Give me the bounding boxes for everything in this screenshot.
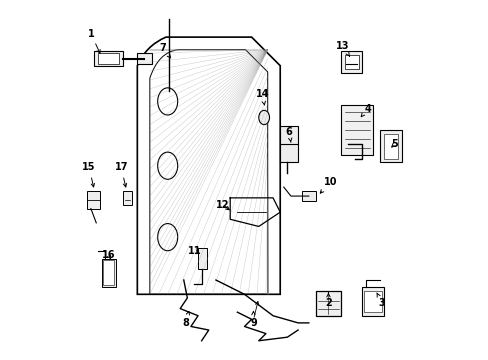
FancyBboxPatch shape [380, 130, 401, 162]
Text: 13: 13 [335, 41, 349, 56]
FancyBboxPatch shape [340, 105, 372, 155]
Text: 4: 4 [361, 104, 370, 117]
FancyBboxPatch shape [98, 53, 119, 64]
Text: 16: 16 [102, 250, 115, 260]
Text: 3: 3 [376, 293, 385, 308]
Ellipse shape [258, 111, 269, 125]
Ellipse shape [157, 152, 177, 179]
FancyBboxPatch shape [315, 291, 340, 316]
Text: 8: 8 [182, 311, 189, 328]
FancyBboxPatch shape [383, 134, 397, 158]
FancyBboxPatch shape [301, 191, 315, 202]
FancyBboxPatch shape [364, 291, 381, 312]
FancyBboxPatch shape [123, 191, 132, 205]
FancyBboxPatch shape [198, 248, 206, 269]
Text: 14: 14 [255, 89, 268, 105]
FancyBboxPatch shape [103, 260, 114, 285]
FancyBboxPatch shape [137, 53, 151, 64]
Text: 2: 2 [325, 293, 331, 308]
Text: 12: 12 [216, 200, 229, 210]
FancyBboxPatch shape [87, 191, 100, 208]
FancyBboxPatch shape [102, 258, 116, 287]
FancyBboxPatch shape [340, 51, 362, 73]
Text: 17: 17 [114, 162, 128, 187]
Text: 6: 6 [285, 127, 292, 142]
Text: 1: 1 [87, 28, 100, 53]
Ellipse shape [157, 224, 177, 251]
FancyBboxPatch shape [280, 126, 298, 162]
Text: 15: 15 [82, 162, 96, 187]
FancyBboxPatch shape [344, 55, 358, 69]
Text: 10: 10 [320, 177, 336, 193]
FancyBboxPatch shape [94, 51, 123, 66]
Text: 7: 7 [159, 43, 170, 58]
Text: 5: 5 [390, 139, 397, 149]
Ellipse shape [157, 88, 177, 115]
Text: 9: 9 [249, 311, 256, 328]
Text: 11: 11 [187, 247, 201, 256]
FancyBboxPatch shape [362, 287, 383, 316]
